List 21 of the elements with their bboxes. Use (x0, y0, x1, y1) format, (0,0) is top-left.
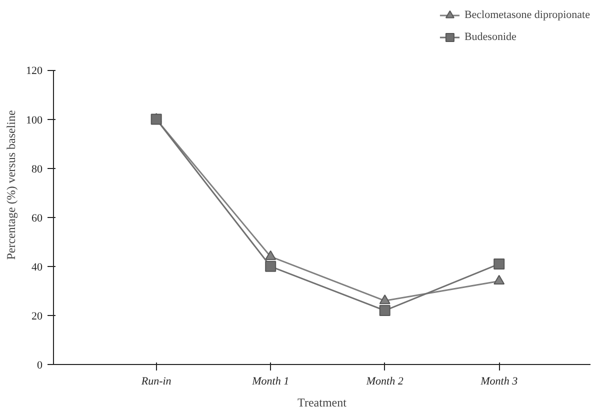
legend-label: Beclometasone dipropionate (464, 9, 590, 21)
y-tick-label: 100 (26, 114, 43, 126)
legend-label: Budesonide (464, 31, 516, 43)
x-tick-label: Month 1 (251, 376, 290, 388)
point (494, 258, 505, 270)
y-tick-label: 80 (32, 163, 43, 176)
x-tick-label: Month 2 (365, 376, 404, 388)
y-tick-label: 20 (32, 310, 43, 322)
point (265, 250, 276, 260)
x-tick-label: Month 3 (480, 376, 518, 388)
x-tick-label: Run-in (140, 376, 172, 388)
y-tick-label: 120 (26, 65, 43, 78)
x-axis-title: Treatment (298, 396, 348, 410)
y-tick-label: 40 (32, 261, 43, 274)
y-tick-label: 60 (32, 212, 43, 224)
point (379, 305, 390, 316)
point (494, 274, 505, 285)
point (265, 260, 276, 272)
point (379, 294, 390, 304)
y-axis-title: Percentage (%) versus baseline (4, 110, 18, 260)
y-tick-label: 0 (37, 360, 43, 372)
